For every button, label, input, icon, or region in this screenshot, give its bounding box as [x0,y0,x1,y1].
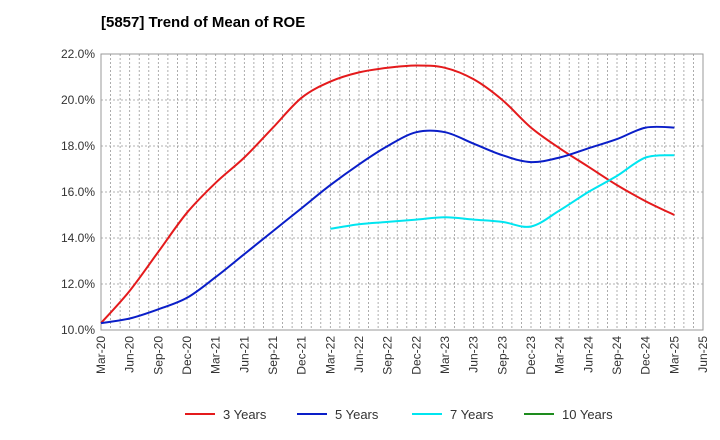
series-line-2 [330,154,675,230]
y-tick-label: 18.0% [61,139,95,153]
x-tick-label: Mar-22 [323,336,337,374]
x-tick-label: Jun-20 [123,336,137,373]
legend-label-1: 5 Years [335,407,379,422]
x-tick-label: Sep-21 [266,336,280,375]
x-tick-label: Jun-22 [352,336,366,373]
y-tick-label: 16.0% [61,185,95,199]
y-tick-label: 12.0% [61,277,95,291]
x-tick-label: Jun-25 [696,336,710,373]
y-tick-label: 20.0% [61,93,95,107]
x-tick-label: Jun-21 [237,336,251,373]
legend-label-3: 10 Years [562,407,613,422]
x-tick-label: Sep-23 [495,336,509,375]
series-line-0 [100,64,675,324]
x-tick-label: Sep-22 [381,336,395,375]
x-tick-label: Dec-24 [639,336,653,375]
y-tick-label: 22.0% [61,47,95,61]
x-tick-label: Jun-24 [581,336,595,373]
x-tick-label: Mar-23 [438,336,452,374]
y-tick-label: 10.0% [61,323,95,337]
legend-label-0: 3 Years [223,407,267,422]
x-tick-label: Mar-25 [667,336,681,374]
x-tick-label: Dec-21 [295,336,309,375]
series-line-1 [100,125,675,325]
x-tick-label: Dec-23 [524,336,538,375]
y-tick-label: 14.0% [61,231,95,245]
x-tick-label: Sep-24 [610,336,624,375]
x-tick-label: Sep-20 [151,336,165,375]
x-tick-label: Mar-24 [553,336,567,374]
x-tick-label: Mar-21 [209,336,223,374]
x-tick-label: Dec-20 [180,336,194,375]
x-tick-label: Dec-22 [409,336,423,375]
chart-title: [5857] Trend of Mean of ROE [101,14,306,31]
x-tick-label: Mar-20 [94,336,108,374]
legend-label-2: 7 Years [450,407,494,422]
x-tick-label: Jun-23 [467,336,481,373]
